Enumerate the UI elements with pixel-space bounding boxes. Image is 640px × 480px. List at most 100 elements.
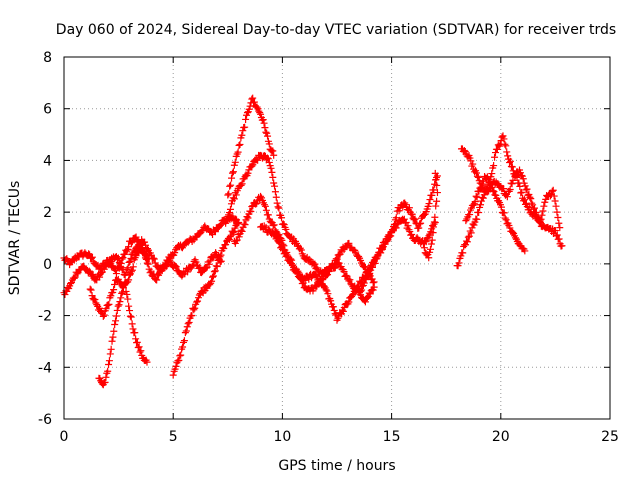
data-point bbox=[128, 266, 136, 274]
data-point bbox=[230, 195, 238, 203]
data-point bbox=[489, 187, 497, 195]
data-point bbox=[208, 277, 216, 285]
data-point bbox=[504, 152, 512, 160]
data-point bbox=[385, 233, 393, 241]
data-point bbox=[124, 295, 132, 303]
data-point bbox=[257, 192, 265, 200]
data-point bbox=[366, 290, 374, 298]
data-point bbox=[331, 264, 339, 272]
data-point bbox=[127, 239, 135, 247]
data-point bbox=[259, 116, 267, 124]
data-point bbox=[345, 298, 353, 306]
data-point bbox=[213, 263, 221, 271]
data-point bbox=[360, 279, 368, 287]
data-point bbox=[430, 186, 438, 194]
x-tick-label: 5 bbox=[169, 429, 178, 445]
data-point bbox=[113, 306, 121, 314]
data-point bbox=[142, 255, 150, 263]
data-point bbox=[194, 297, 202, 305]
data-point bbox=[110, 286, 118, 294]
data-point bbox=[237, 181, 245, 189]
data-point bbox=[211, 228, 219, 236]
data-point bbox=[190, 306, 198, 314]
data-point bbox=[169, 371, 177, 379]
data-point bbox=[143, 358, 151, 366]
data-point bbox=[428, 236, 436, 244]
data-point bbox=[422, 238, 430, 246]
series-track-c bbox=[86, 244, 225, 320]
data-point bbox=[238, 227, 246, 235]
data-point bbox=[548, 187, 556, 195]
data-point bbox=[532, 208, 540, 216]
data-point bbox=[361, 263, 369, 271]
data-point bbox=[107, 345, 115, 353]
data-point bbox=[502, 142, 510, 150]
data-point bbox=[530, 204, 538, 212]
data-point bbox=[265, 158, 273, 166]
data-point bbox=[191, 304, 199, 312]
data-point bbox=[273, 199, 281, 207]
y-tick-label: 4 bbox=[43, 153, 52, 169]
data-point bbox=[211, 267, 219, 275]
data-point bbox=[429, 229, 437, 237]
data-point bbox=[411, 215, 419, 223]
data-point bbox=[472, 169, 480, 177]
data-point bbox=[462, 237, 470, 245]
data-point bbox=[426, 245, 434, 253]
data-point bbox=[492, 191, 500, 199]
data-point bbox=[117, 259, 125, 267]
data-point bbox=[463, 238, 471, 246]
data-point bbox=[272, 193, 280, 201]
data-point bbox=[467, 229, 475, 237]
data-point bbox=[262, 128, 270, 136]
data-point bbox=[472, 192, 480, 200]
data-point bbox=[171, 249, 179, 257]
data-point bbox=[521, 247, 529, 255]
data-point bbox=[500, 209, 508, 217]
data-point bbox=[431, 169, 439, 177]
data-point bbox=[234, 148, 242, 156]
data-point bbox=[551, 197, 559, 205]
data-point bbox=[126, 307, 134, 315]
data-point bbox=[129, 325, 137, 333]
data-point bbox=[357, 287, 365, 295]
data-point bbox=[269, 222, 277, 230]
data-point bbox=[131, 329, 139, 337]
axis-ticks bbox=[63, 56, 611, 420]
data-point bbox=[276, 239, 284, 247]
data-point bbox=[509, 176, 517, 184]
data-point bbox=[229, 229, 237, 237]
data-point bbox=[469, 160, 477, 168]
data-point bbox=[231, 158, 239, 166]
data-point bbox=[518, 188, 526, 196]
data-point bbox=[229, 168, 237, 176]
data-point bbox=[172, 362, 180, 370]
data-point bbox=[526, 193, 534, 201]
data-point bbox=[235, 218, 243, 226]
data-point bbox=[372, 255, 380, 263]
data-point bbox=[73, 270, 81, 278]
plot-frame bbox=[63, 56, 611, 420]
data-point bbox=[236, 140, 244, 148]
data-point bbox=[536, 217, 544, 225]
data-point bbox=[473, 172, 481, 180]
y-tick-label: -6 bbox=[38, 412, 52, 428]
series-track-f bbox=[224, 94, 278, 199]
data-point bbox=[425, 254, 433, 262]
data-point bbox=[368, 263, 376, 271]
data-point bbox=[342, 271, 350, 279]
data-point bbox=[433, 189, 441, 197]
data-point bbox=[312, 272, 320, 280]
data-point bbox=[185, 318, 193, 326]
data-point bbox=[205, 260, 213, 268]
data-point bbox=[244, 214, 252, 222]
data-point bbox=[511, 234, 519, 242]
data-point bbox=[340, 304, 348, 312]
y-tick-label: -4 bbox=[38, 360, 52, 376]
data-point bbox=[202, 264, 210, 272]
data-point bbox=[184, 320, 192, 328]
data-point bbox=[264, 211, 272, 219]
data-point bbox=[371, 259, 379, 267]
data-point bbox=[275, 204, 283, 212]
data-point bbox=[100, 311, 108, 319]
